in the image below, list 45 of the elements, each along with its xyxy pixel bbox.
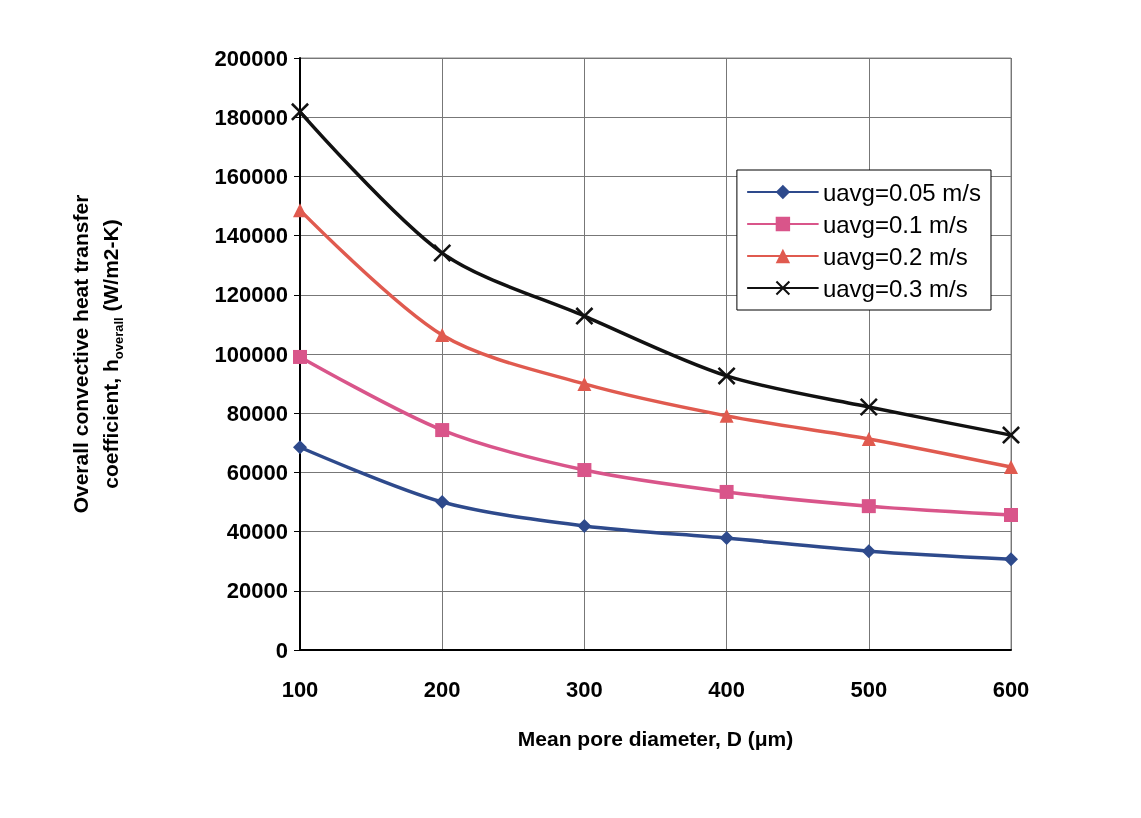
point	[719, 531, 734, 546]
point	[435, 495, 450, 509]
point	[719, 484, 734, 499]
y-tick-label: 80000	[226, 400, 288, 426]
y-tick-label: 200000	[214, 45, 288, 71]
point	[717, 366, 736, 385]
point	[433, 244, 452, 263]
point	[861, 544, 876, 559]
y-tick-label: 40000	[226, 519, 288, 545]
point	[293, 349, 307, 364]
x-tick-label: 500	[850, 676, 888, 702]
x-axis-title: Mean pore diameter, D (μm)	[517, 727, 794, 750]
point	[577, 376, 592, 391]
point	[575, 307, 594, 326]
legend-label: uavg=0.1 m/s	[822, 210, 968, 238]
y-tick-label: 120000	[214, 282, 288, 308]
x-tick-label: 300	[566, 676, 603, 702]
point	[577, 518, 592, 533]
point	[435, 423, 450, 438]
legend-label: uavg=0.3 m/s	[822, 274, 968, 302]
y-tick-label: 100000	[214, 341, 288, 367]
point	[435, 328, 450, 343]
y-tick-label: 20000	[226, 578, 288, 604]
y-tick-label: 60000	[226, 459, 288, 485]
point	[1004, 508, 1018, 523]
point	[293, 203, 307, 218]
x-tick-label: 400	[708, 676, 745, 702]
y-tick-label: 0	[275, 637, 288, 663]
x-tick-label: 600	[992, 676, 1030, 702]
x-tick-label: 100	[281, 676, 319, 702]
point	[859, 397, 878, 416]
x-tick-label: 200	[423, 676, 461, 702]
point	[861, 499, 876, 514]
y-tick-label: 140000	[214, 223, 288, 249]
y-tick-label: 160000	[214, 163, 288, 189]
legend-label: uavg=0.2 m/s	[822, 242, 968, 270]
y-tick-label: 180000	[214, 104, 288, 130]
point	[861, 431, 876, 446]
legend-label: uavg=0.05 m/s	[822, 178, 982, 206]
point	[293, 440, 307, 455]
point	[1004, 460, 1018, 475]
point	[291, 102, 309, 121]
point	[1004, 552, 1018, 567]
point	[577, 463, 592, 478]
point	[719, 408, 734, 423]
